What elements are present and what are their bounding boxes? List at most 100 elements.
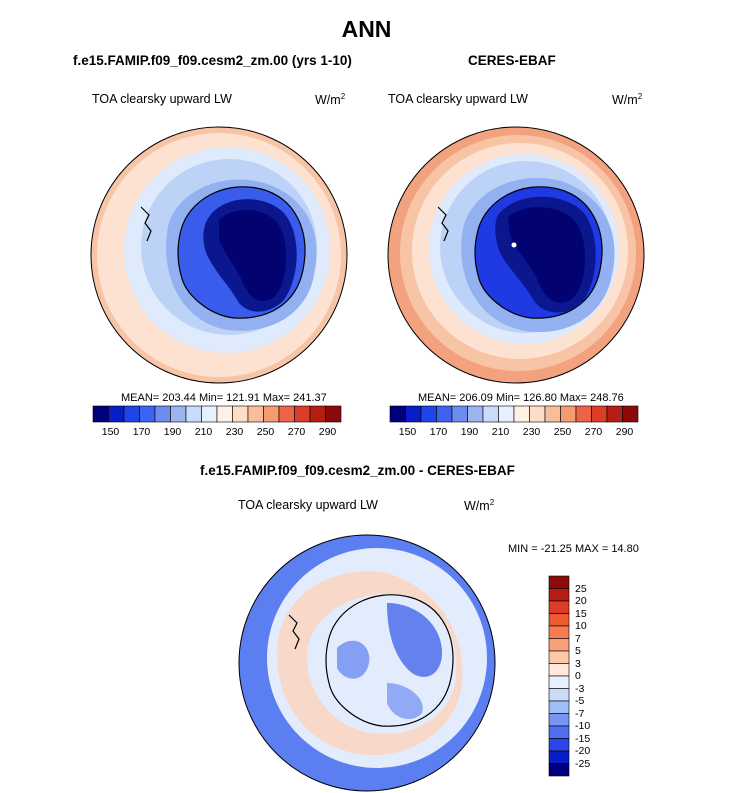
panel-2-colorbar-ticks: 150 170 190 210 230 250 270 290 [390, 426, 638, 440]
colorbar-swatch [154, 405, 171, 423]
colorbar-swatch [548, 725, 570, 739]
colorbar-tick-label: 230 [522, 426, 541, 438]
colorbar-tick-label: 250 [553, 426, 572, 438]
colorbar-swatch [185, 405, 202, 423]
colorbar-swatch [467, 405, 484, 423]
colorbar-tick-label: 10 [575, 620, 587, 632]
colorbar-swatch [606, 405, 623, 423]
south-pole-dot [511, 242, 517, 248]
colorbar-tick-label: 25 [575, 582, 587, 595]
antarctic-peninsula [288, 614, 300, 650]
panel-2-units: W/m2 [612, 92, 643, 108]
colorbar-swatch [405, 405, 422, 423]
colorbar-swatch [548, 738, 570, 752]
colorbar-tick-label: 0 [575, 670, 581, 682]
colorbar-swatch [498, 405, 515, 423]
colorbar-swatch [575, 405, 592, 423]
colorbar-swatch [139, 405, 156, 423]
colorbar-swatch [548, 588, 570, 602]
panel-2-colorbar [389, 405, 639, 423]
panel-3-units: W/m2 [464, 498, 495, 514]
colorbar-swatch [548, 575, 570, 589]
antarctica-deep [508, 207, 586, 303]
colorbar-swatch [548, 600, 570, 614]
colorbar-swatch [123, 405, 140, 423]
colorbar-tick-label: 290 [615, 426, 634, 438]
antarctic-peninsula [140, 206, 152, 242]
colorbar-swatch [548, 613, 570, 627]
colorbar-swatch [548, 750, 570, 764]
colorbar-swatch [232, 405, 249, 423]
colorbar-tick-label: -15 [575, 732, 591, 745]
panel-1-colorbar-ticks: 150 170 190 210 230 250 270 290 [93, 426, 341, 440]
colorbar-swatch [451, 405, 468, 423]
colorbar-tick-label: -7 [575, 707, 585, 720]
colorbar-tick-label: 270 [287, 426, 306, 438]
colorbar-swatch [548, 625, 570, 639]
colorbar-tick-label: 250 [256, 426, 275, 438]
colorbar-swatch [108, 405, 125, 423]
antarctic-peninsula [437, 206, 449, 242]
colorbar-swatch [560, 405, 577, 423]
panel-2-polar-map [387, 126, 645, 384]
colorbar-swatch [247, 405, 264, 423]
colorbar-swatch [544, 405, 561, 423]
colorbar-tick-label: 210 [194, 426, 213, 438]
colorbar-tick-label: 5 [575, 645, 581, 657]
panel-3-title: f.e15.FAMIP.f09_f09.cesm2_zm.00 - CERES-… [200, 463, 515, 478]
colorbar-swatch [278, 405, 295, 423]
colorbar-swatch [92, 405, 109, 423]
colorbar-swatch [591, 405, 608, 423]
colorbar-tick-label: 270 [584, 426, 603, 438]
colorbar-swatch [548, 688, 570, 702]
colorbar-tick-label: -25 [575, 757, 591, 770]
panel-1-units: W/m2 [315, 92, 346, 108]
colorbar-tick-label: -10 [575, 720, 591, 732]
diff-south-negative [387, 683, 423, 720]
colorbar-tick-label: 170 [132, 426, 151, 438]
season-title: ANN [341, 16, 392, 42]
colorbar-swatch [170, 405, 187, 423]
colorbar-tick-label: 170 [429, 426, 448, 438]
colorbar-tick-label: 150 [101, 426, 120, 438]
colorbar-swatch [325, 405, 342, 423]
panel-1-stats: MEAN= 203.44 Min= 121.91 Max= 241.37 [121, 392, 327, 404]
colorbar-tick-label: 210 [491, 426, 510, 438]
colorbar-swatch [548, 663, 570, 677]
colorbar-swatch [513, 405, 530, 423]
panel-2-stats: MEAN= 206.09 Min= 126.80 Max= 248.76 [418, 392, 624, 404]
colorbar-swatch [548, 650, 570, 664]
colorbar-swatch [548, 700, 570, 714]
colorbar-tick-label: 150 [398, 426, 417, 438]
colorbar-tick-label: 190 [460, 426, 479, 438]
colorbar-tick-label: 3 [575, 657, 581, 670]
panel-1-colorbar [92, 405, 342, 423]
panel-1-polar-map [90, 126, 348, 384]
map-boundary [90, 126, 348, 384]
colorbar-tick-label: 20 [575, 595, 587, 607]
panel-3-polar-map [238, 534, 496, 792]
map-boundary [387, 126, 645, 384]
colorbar-swatch [420, 405, 437, 423]
colorbar-swatch [309, 405, 326, 423]
colorbar-tick-label: 15 [575, 607, 587, 620]
panel-3-colorbar-ticks: 25 20 15 10 7 5 3 0 -3 -5 -7 -10 -15 -20 -25 [575, 576, 615, 776]
colorbar-swatch [216, 405, 233, 423]
panel-1-title: f.e15.FAMIP.f09_f09.cesm2_zm.00 (yrs 1-1… [73, 53, 352, 68]
diff-west-negative [337, 640, 370, 679]
colorbar-swatch [436, 405, 453, 423]
colorbar-swatch [389, 405, 406, 423]
colorbar-tick-label: 7 [575, 632, 581, 645]
colorbar-swatch [263, 405, 280, 423]
panel-1-variable-label: TOA clearsky upward LW [92, 92, 232, 106]
panel-2-title: CERES-EBAF [468, 53, 556, 68]
panel-3-colorbar [548, 575, 570, 777]
colorbar-tick-label: 230 [225, 426, 244, 438]
colorbar-swatch [548, 763, 570, 777]
antarctica-deep [219, 209, 287, 302]
panel-3-stats: MIN = -21.25 MAX = 14.80 [508, 543, 639, 555]
colorbar-swatch [548, 675, 570, 689]
panel-2-variable-label: TOA clearsky upward LW [388, 92, 528, 106]
diff-east-negative [387, 603, 442, 677]
panel-3-variable-label: TOA clearsky upward LW [238, 498, 378, 512]
